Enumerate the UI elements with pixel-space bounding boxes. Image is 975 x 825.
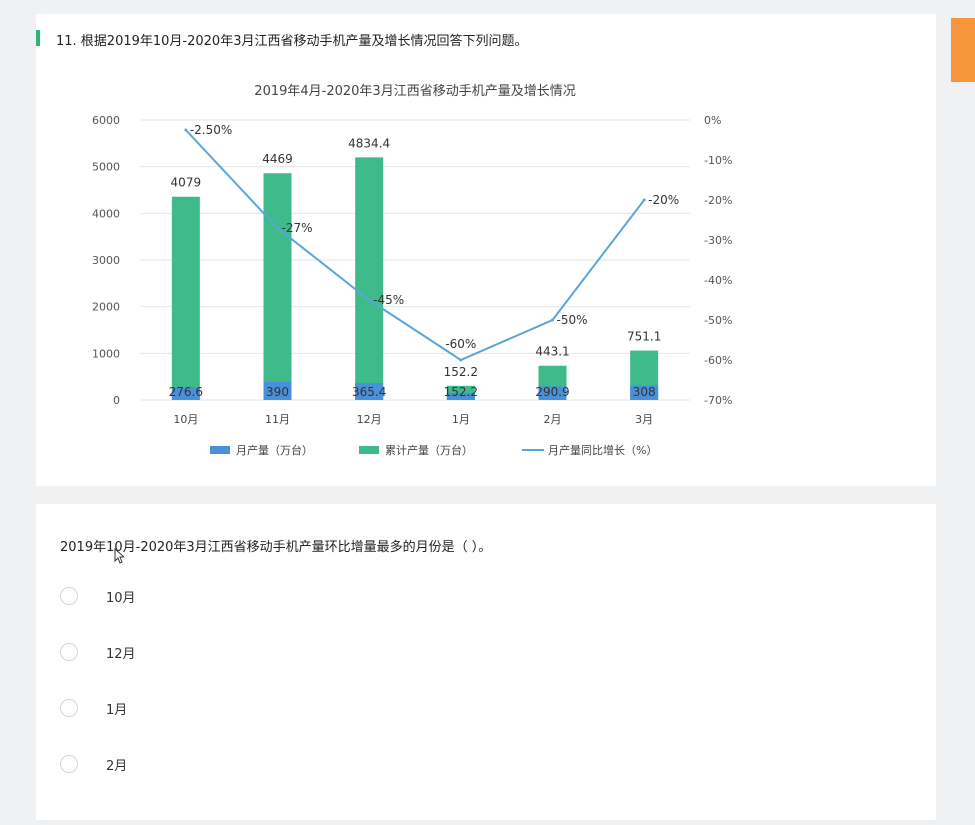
cumulative-bar-label: 4834.4 (348, 136, 390, 150)
growth-label: -60% (445, 337, 476, 351)
growth-label: -20% (648, 193, 679, 207)
option-label: 2月 (106, 758, 128, 774)
growth-label: -50% (557, 313, 588, 327)
monthly-bar (446, 392, 475, 400)
question-title: 11. 根据2019年10月-2020年3月江西省移动手机产量及增长情况回答下列… (56, 34, 528, 49)
question-marker (36, 30, 40, 46)
growth-label: -27% (282, 221, 313, 235)
growth-point (551, 318, 554, 322)
growth-point (184, 128, 188, 132)
radio-button[interactable] (60, 755, 78, 773)
cumulative-bar-label: 443.1 (535, 345, 569, 359)
sub-question-text: 2019年10月-2020年3月江西省移动手机产量环比增量最多的月份是（ ）。 (60, 540, 492, 555)
monthly-bar-label: 365.4 (352, 385, 386, 399)
legend-swatch (359, 446, 379, 454)
y-right-tick-label: -50% (704, 314, 732, 327)
x-tick-label: 1月 (452, 413, 470, 426)
monthly-bar (171, 387, 200, 400)
x-tick-label: 11月 (265, 413, 290, 426)
radio-button[interactable] (60, 587, 78, 605)
monthly-bar (263, 381, 292, 400)
legend-label: 月产量（万台） (236, 443, 313, 457)
y-right-tick-label: -60% (704, 354, 732, 367)
cumulative-bar (171, 196, 200, 400)
cumulative-bar (263, 173, 292, 400)
mouse-cursor-icon (114, 548, 124, 564)
question-card: 11. 根据2019年10月-2020年3月江西省移动手机产量及增长情况回答下列… (36, 14, 936, 486)
sub-question-card: 2019年10月-2020年3月江西省移动手机产量环比增量最多的月份是（ ）。 … (36, 504, 936, 820)
growth-point (459, 358, 463, 362)
cumulative-bar (355, 157, 384, 400)
monthly-bar-label: 290.9 (535, 385, 569, 399)
y-right-tick-label: -40% (704, 274, 732, 287)
radio-button[interactable] (60, 699, 78, 717)
monthly-bar-label: 308 (633, 385, 656, 399)
option-12month[interactable]: 12月 (60, 640, 136, 664)
option-label: 1月 (106, 702, 128, 718)
legend-swatch (210, 446, 230, 454)
cumulative-bar-label: 751.1 (627, 330, 661, 344)
growth-point (642, 198, 646, 202)
monthly-bar-label: 152.2 (444, 385, 478, 399)
y-right-tick-label: -70% (704, 394, 732, 407)
legend-label: 月产量同比增长（%） (548, 443, 657, 457)
growth-point (367, 298, 371, 302)
monthly-bar (630, 385, 659, 400)
y-left-tick-label: 3000 (92, 254, 120, 267)
growth-point (276, 226, 279, 230)
monthly-bar-label: 276.6 (169, 385, 203, 399)
option-2month[interactable]: 2月 (60, 752, 127, 776)
x-tick-label: 12月 (357, 413, 382, 426)
y-left-tick-label: 0 (113, 394, 120, 407)
monthly-bar (538, 386, 567, 400)
growth-label: -45% (373, 293, 404, 307)
chart: 2019年4月-2020年3月江西省移动手机产量及增长情况 0 1000 2000 30… (82, 62, 772, 472)
y-right-tick-label: -20% (704, 194, 732, 207)
y-left-tick-label: 4000 (92, 207, 120, 220)
growth-label: -2.50% (190, 123, 232, 137)
monthly-bar-label: 390 (266, 385, 289, 399)
y-left-tick-label: 6000 (92, 114, 120, 127)
cumulative-bar-label: 152.2 (444, 365, 478, 379)
monthly-bar (355, 382, 384, 400)
x-tick-label: 3月 (635, 413, 653, 426)
cumulative-bar-label: 4079 (171, 176, 202, 190)
option-label: 12月 (106, 646, 136, 662)
x-tick-label: 10月 (173, 413, 198, 426)
y-right-tick-label: -30% (704, 234, 732, 247)
option-label: 10月 (106, 590, 136, 606)
growth-line (185, 129, 645, 362)
y-right-tick-label: 0% (704, 114, 721, 127)
x-tick-label: 2月 (544, 413, 562, 426)
chart-title: 2019年4月-2020年3月江西省移动手机产量及增长情况 (254, 84, 575, 99)
side-tab[interactable] (951, 18, 975, 82)
y-right-tick-label: -10% (704, 154, 732, 167)
y-left-tick-label: 2000 (92, 301, 120, 314)
radio-button[interactable] (60, 643, 78, 661)
y-left-tick-label: 1000 (92, 347, 120, 360)
cumulative-bar-label: 4469 (262, 152, 293, 166)
y-left-tick-label: 5000 (92, 161, 120, 174)
option-1month[interactable]: 1月 (60, 696, 127, 720)
chart-svg: 2019年4月-2020年3月江西省移动手机产量及增长情况 0 1000 2000 30… (92, 84, 732, 457)
option-10month[interactable]: 10月 (60, 584, 136, 608)
legend-label: 累计产量（万台） (385, 443, 473, 457)
